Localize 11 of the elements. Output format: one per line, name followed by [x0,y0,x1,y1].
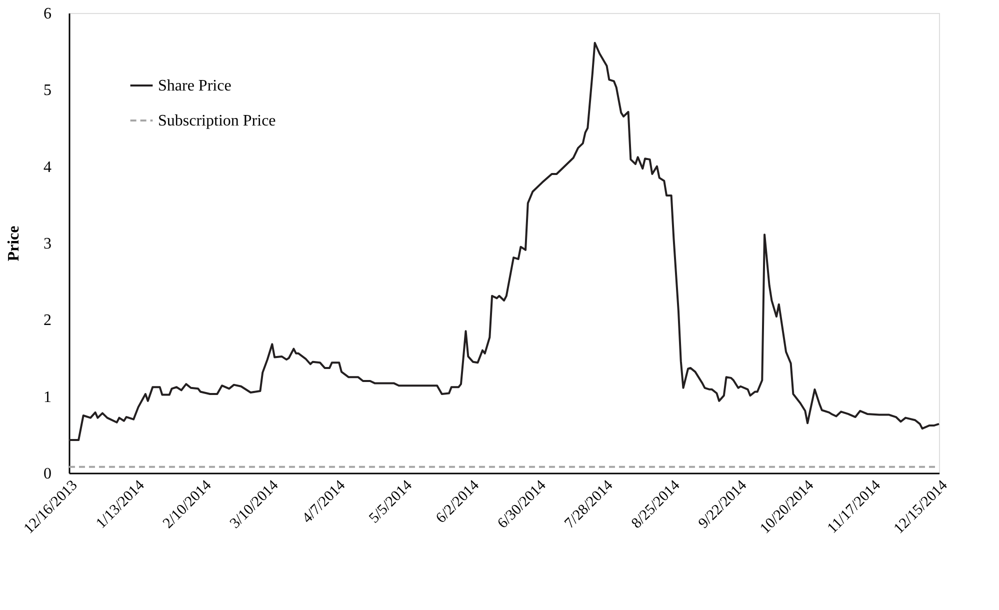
y-tick-label: 1 [44,388,52,406]
legend-label: Share Price [158,78,232,94]
y-axis-title: Price [6,226,22,262]
y-tick-label: 4 [44,158,52,176]
y-tick-label: 5 [44,82,52,100]
line-series [68,42,940,442]
y-tick-label: 0 [44,466,52,482]
y-tick-label: 2 [44,312,52,330]
legend-label: Subscription Price [158,112,276,130]
y-tick-label: 3 [44,236,52,252]
y-tick-label: 6 [44,6,52,22]
